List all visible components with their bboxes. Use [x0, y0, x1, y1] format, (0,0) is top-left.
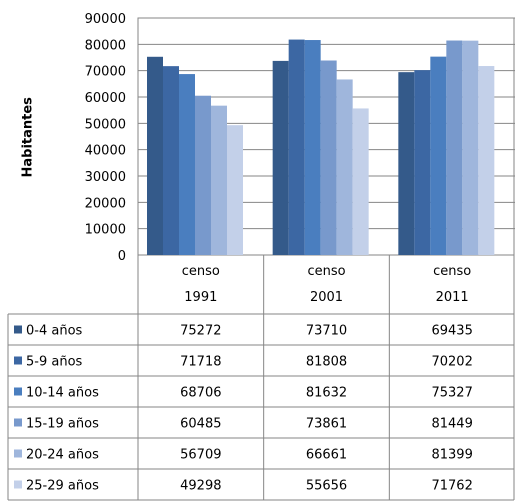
data-label: 69435: [431, 324, 472, 339]
data-label: 60485: [180, 417, 221, 432]
series-name: 5-9 años: [26, 355, 83, 370]
bar: [147, 56, 163, 255]
y-tick-label: 40000: [85, 144, 126, 159]
data-label: 81449: [431, 417, 472, 432]
series-name: 20-24 años: [26, 448, 99, 463]
bar: [227, 125, 243, 255]
data-label: 68706: [180, 386, 221, 401]
bar: [352, 108, 369, 255]
bar: [304, 40, 321, 255]
bar: [272, 60, 289, 255]
legend-swatch: [14, 356, 22, 365]
bar: [179, 74, 195, 255]
series-name: 25-29 años: [26, 479, 99, 494]
x-tick-label: 1991: [184, 290, 217, 305]
data-label: 81399: [431, 448, 472, 463]
data-label: 81632: [306, 386, 347, 401]
data-label: 71762: [431, 479, 472, 494]
bar: [478, 66, 495, 255]
bar: [163, 66, 179, 255]
bar: [446, 40, 463, 255]
bar: [320, 60, 337, 256]
y-tick-label: 10000: [85, 223, 126, 238]
bar: [195, 95, 211, 255]
legend-swatch: [14, 325, 22, 334]
data-label: 73861: [306, 417, 347, 432]
y-tick-label: 80000: [85, 38, 126, 53]
bar: [336, 79, 353, 255]
data-label: 49298: [180, 479, 221, 494]
data-label: 73710: [306, 324, 347, 339]
x-tick-label: 2001: [310, 290, 343, 305]
y-tick-label: 70000: [85, 65, 126, 80]
data-label: 75272: [180, 324, 221, 339]
bar: [462, 40, 479, 256]
series-name: 0-4 años: [26, 324, 83, 339]
data-label: 66661: [306, 448, 347, 463]
series-name: 10-14 años: [26, 386, 99, 401]
y-tick-label: 0: [118, 249, 126, 264]
data-label: 75327: [431, 386, 472, 401]
x-tick-label: censo: [182, 264, 220, 279]
x-tick-label: 2011: [436, 290, 469, 305]
bar: [288, 39, 305, 255]
data-label: 81808: [306, 355, 347, 370]
y-tick-label: 60000: [85, 91, 126, 106]
y-tick-label: 30000: [85, 170, 126, 185]
legend-swatch: [14, 449, 22, 458]
y-tick-label: 50000: [85, 117, 126, 132]
bar: [430, 56, 447, 255]
data-label: 55656: [306, 479, 347, 494]
y-tick-label: 20000: [85, 196, 126, 211]
legend-swatch: [14, 480, 22, 489]
series-name: 15-19 años: [26, 417, 99, 432]
data-label: 70202: [431, 355, 472, 370]
y-tick-label: 90000: [85, 12, 126, 27]
x-tick-label: censo: [433, 264, 471, 279]
bar: [398, 72, 415, 255]
legend-swatch: [14, 387, 22, 396]
legend-swatch: [14, 418, 22, 427]
data-label: 56709: [180, 448, 221, 463]
bar: [211, 105, 227, 256]
x-tick-label: censo: [307, 264, 345, 279]
bar: [414, 70, 431, 255]
data-label: 71718: [180, 355, 221, 370]
